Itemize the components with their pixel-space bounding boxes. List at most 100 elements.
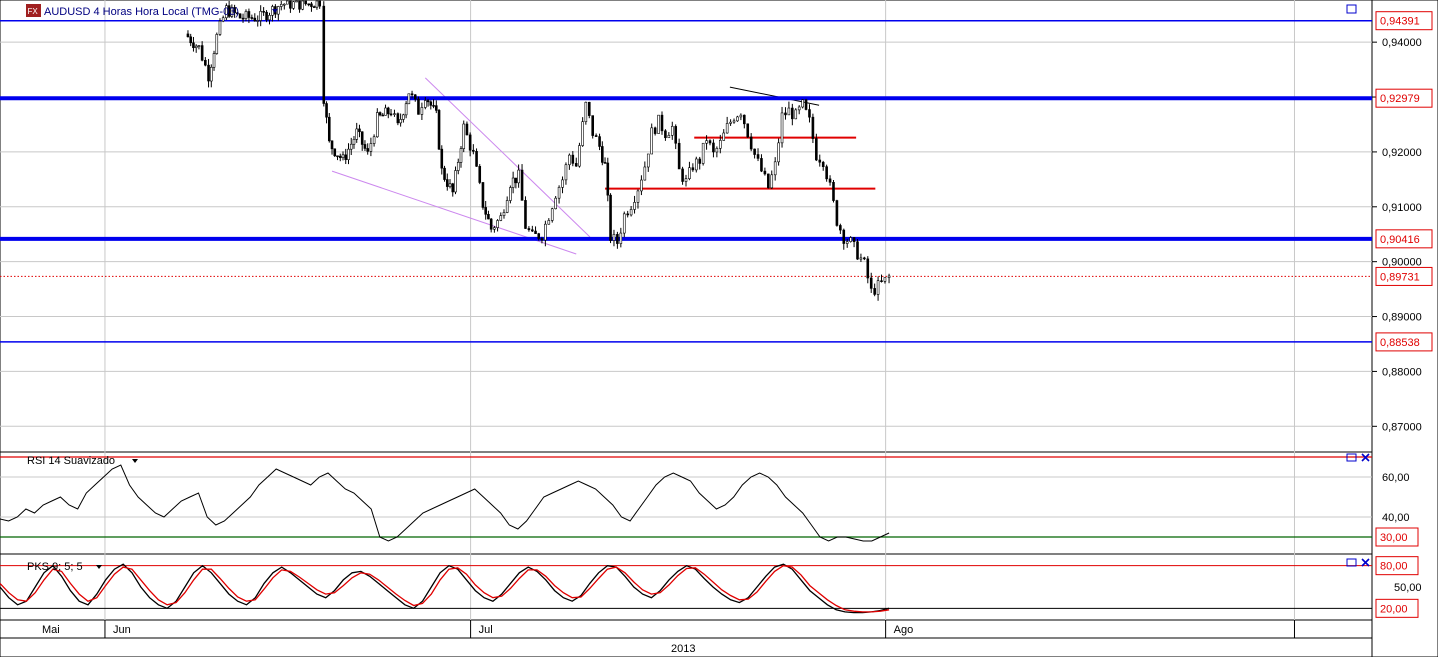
price-panel-maximize-icon[interactable] — [1346, 4, 1357, 14]
candle-body — [729, 121, 732, 124]
pks-upper-label: 80,00 — [1380, 561, 1408, 573]
candle-body — [315, 0, 319, 8]
candle-body — [413, 94, 417, 100]
candle-body — [341, 154, 345, 158]
price-tick-label-5: 0,89000 — [1382, 312, 1422, 324]
candle-body — [725, 123, 729, 134]
price-panel[interactable] — [0, 0, 1373, 453]
candle-body — [640, 179, 643, 192]
candle-body — [186, 33, 190, 38]
candle-body — [845, 241, 849, 244]
chart-header[interactable]: FX AUDUSD 4 Horas Hora Local (TMG-03) — [26, 4, 278, 18]
candle-body — [780, 112, 784, 144]
candle-body — [684, 178, 688, 182]
candle-body — [825, 166, 828, 180]
candle-body — [601, 146, 604, 163]
candle-body — [295, 0, 298, 3]
pks-panel[interactable] — [0, 553, 1373, 621]
rsi-dropdown-icon[interactable] — [132, 459, 138, 463]
pks-panel-maximize-icon[interactable] — [1346, 558, 1357, 567]
candle-body — [502, 212, 506, 216]
candle-body — [505, 200, 509, 213]
candle-body — [372, 136, 376, 144]
candle-body — [363, 144, 367, 149]
candle-body — [653, 127, 657, 134]
candle-body — [407, 93, 411, 105]
candle-body — [241, 17, 245, 20]
chart-title[interactable]: AUDUSD 4 Horas Hora Local (TMG-03) — [44, 6, 239, 18]
candle-body — [571, 154, 575, 164]
rsi-line — [0, 464, 890, 542]
rsi-panel-maximize-icon[interactable] — [1346, 453, 1357, 462]
pks-dropdown-icon[interactable] — [96, 565, 102, 569]
candle-body — [677, 142, 681, 170]
candle-body — [384, 107, 387, 116]
candle-body — [325, 103, 328, 118]
candle-body — [283, 3, 286, 6]
candle-body — [389, 113, 393, 116]
candle-body — [244, 11, 248, 19]
candle-body — [581, 121, 584, 146]
candle-body — [192, 42, 195, 49]
candle-body — [818, 159, 822, 163]
candle-body — [773, 161, 777, 176]
candle-body — [574, 163, 578, 167]
candle-body — [437, 110, 441, 150]
candle-body — [544, 223, 547, 241]
candle-body — [292, 1, 295, 9]
pks-indicator: 50,00 80,00 20,00 — [0, 556, 1422, 618]
fx-badge — [26, 4, 41, 17]
candle-body — [271, 6, 274, 16]
pks-slow-line — [0, 565, 890, 613]
candle-body — [609, 194, 612, 241]
rsi-tick-label-1: 40,00 — [1382, 512, 1410, 524]
pks-panel-close-icon[interactable] — [1361, 558, 1370, 567]
candle-body — [520, 169, 524, 201]
candle-body — [487, 213, 490, 220]
candle-body — [265, 11, 268, 21]
candle-body — [318, 0, 321, 7]
candle-body — [739, 114, 743, 118]
candle-body — [633, 202, 636, 210]
rsi-panel-close-icon[interactable] — [1361, 453, 1370, 462]
candle-body — [784, 112, 787, 116]
candle-body — [381, 114, 385, 117]
candle-body — [194, 45, 198, 49]
title-dropdown-icon[interactable] — [272, 9, 278, 13]
candle-body — [286, 0, 289, 5]
candle-body — [347, 148, 350, 160]
candle-body — [763, 170, 767, 175]
candle-body — [197, 45, 201, 47]
rsi-label[interactable]: RSI 14 Suavizado — [27, 455, 115, 467]
candle-body — [887, 275, 891, 278]
candle-body — [524, 200, 527, 229]
rsi-panel[interactable] — [0, 451, 1373, 555]
candle-body — [873, 288, 876, 295]
candle-body — [770, 174, 774, 189]
candle-body — [429, 101, 433, 106]
candle-body — [708, 140, 712, 144]
candle-body — [743, 114, 746, 125]
candle-body — [489, 218, 493, 230]
candle-body — [472, 149, 475, 152]
candle-body — [465, 123, 469, 136]
candle-body — [760, 158, 763, 172]
candle-body — [835, 200, 839, 226]
candle-body — [417, 98, 420, 115]
candle-body — [424, 100, 427, 108]
fx-badge-text: FX — [28, 7, 39, 16]
pks-lower-label: 20,00 — [1380, 603, 1408, 615]
candle-body — [534, 230, 537, 234]
price-tick-label-4: 0,90000 — [1382, 257, 1422, 269]
price-tick-label-2: 0,92000 — [1382, 147, 1422, 159]
candle-body — [629, 209, 633, 216]
candle-body — [298, 0, 301, 10]
candle-body — [622, 213, 626, 234]
candle-body — [451, 183, 455, 193]
candle-body — [667, 135, 671, 139]
level-label-1: 0,92979 — [1380, 93, 1420, 105]
candle-body — [777, 142, 780, 163]
candle-body — [396, 113, 400, 124]
candle-body — [801, 99, 804, 108]
pks-label[interactable]: PKS 9; 5; 5 — [27, 561, 83, 573]
